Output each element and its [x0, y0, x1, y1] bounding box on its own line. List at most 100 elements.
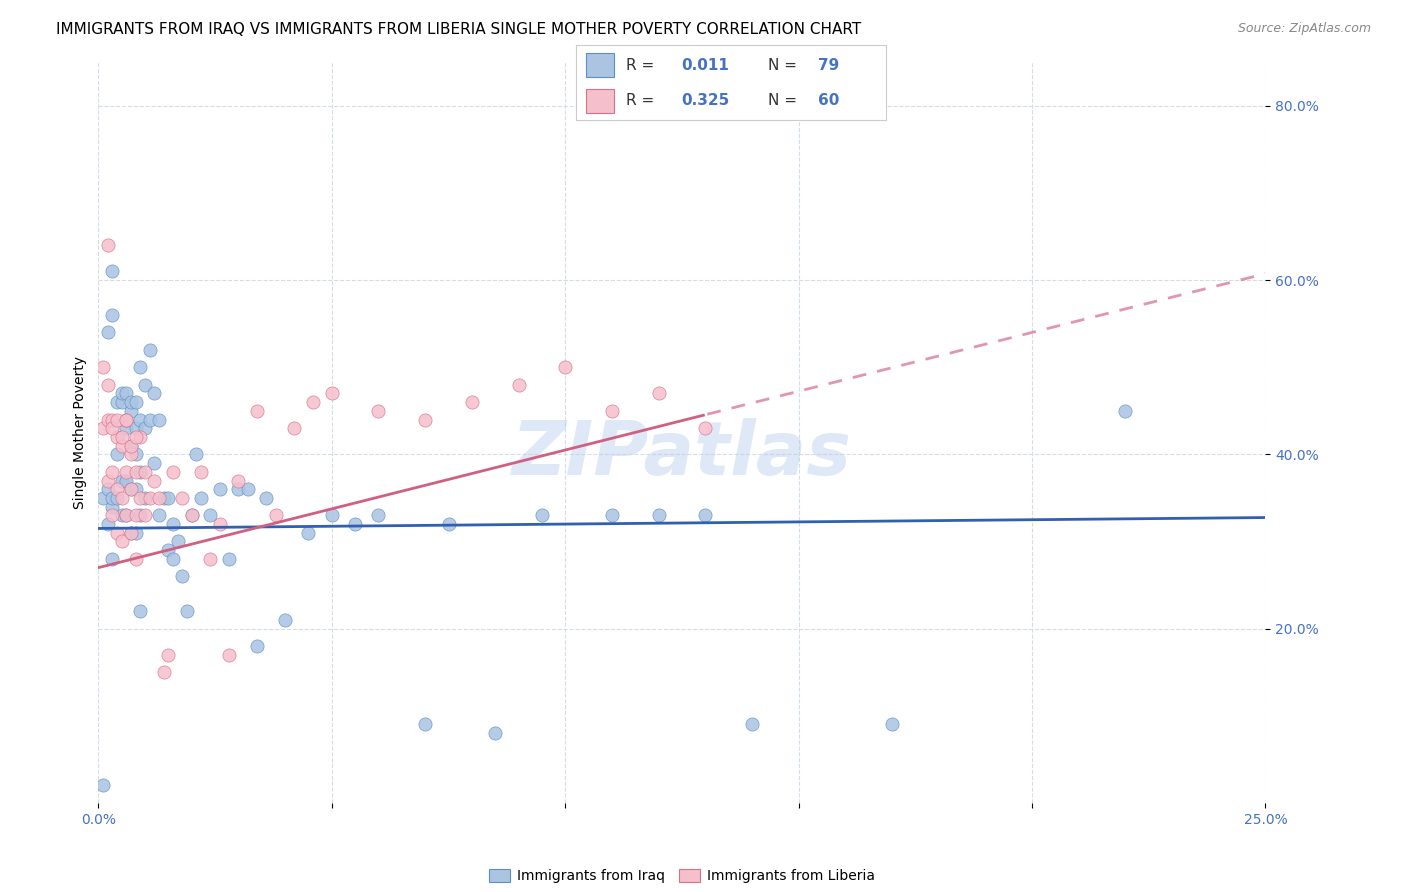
Text: ZIPatlas: ZIPatlas — [512, 418, 852, 491]
Point — [218, 648, 240, 662]
Point — [190, 465, 212, 479]
Point — [162, 517, 184, 532]
Point — [91, 421, 114, 435]
Point — [111, 395, 134, 409]
Point — [125, 447, 148, 461]
Point — [139, 343, 162, 357]
Point — [120, 395, 142, 409]
Point — [143, 386, 166, 401]
Point — [129, 430, 152, 444]
Point — [105, 395, 128, 409]
Point — [139, 412, 162, 426]
Point — [208, 517, 231, 532]
Point — [200, 552, 222, 566]
Point — [125, 395, 148, 409]
Point — [647, 386, 669, 401]
Point — [120, 482, 142, 496]
Point — [129, 604, 152, 618]
Point — [741, 717, 763, 731]
Point — [115, 508, 138, 523]
Point — [134, 508, 156, 523]
Point — [97, 326, 120, 340]
Point — [218, 552, 240, 566]
Point — [321, 386, 343, 401]
Point — [484, 726, 506, 740]
Point — [152, 665, 174, 680]
Point — [120, 525, 142, 540]
Point — [125, 465, 148, 479]
Point — [115, 474, 138, 488]
Point — [91, 778, 114, 792]
Point — [172, 569, 194, 583]
Point — [97, 412, 120, 426]
Point — [101, 500, 124, 514]
Point — [105, 430, 128, 444]
Point — [148, 491, 170, 505]
Point — [129, 360, 152, 375]
Point — [321, 508, 343, 523]
Point — [134, 465, 156, 479]
Point — [105, 412, 128, 426]
Point — [125, 552, 148, 566]
Point — [97, 238, 120, 252]
Point — [120, 404, 142, 418]
Point — [180, 508, 202, 523]
Point — [105, 447, 128, 461]
Point — [115, 412, 138, 426]
Point — [208, 482, 231, 496]
Point — [143, 456, 166, 470]
Point — [139, 491, 162, 505]
Point — [264, 508, 287, 523]
Point — [97, 474, 120, 488]
Point — [101, 465, 124, 479]
Point — [111, 508, 134, 523]
Point — [101, 552, 124, 566]
Point — [413, 412, 436, 426]
Point — [172, 491, 194, 505]
Y-axis label: Single Mother Poverty: Single Mother Poverty — [73, 356, 87, 509]
Legend: Immigrants from Iraq, Immigrants from Liberia: Immigrants from Iraq, Immigrants from Li… — [482, 862, 882, 890]
Text: N =: N = — [768, 58, 797, 72]
Point — [115, 421, 138, 435]
Point — [134, 491, 156, 505]
Point — [101, 508, 124, 523]
Point — [157, 491, 180, 505]
Point — [115, 386, 138, 401]
Point — [302, 395, 325, 409]
Text: R =: R = — [626, 58, 654, 72]
Text: R =: R = — [626, 93, 654, 108]
Point — [600, 508, 623, 523]
Point — [437, 517, 460, 532]
Point — [695, 421, 717, 435]
Point — [125, 430, 148, 444]
Point — [129, 412, 152, 426]
Text: 0.325: 0.325 — [682, 93, 730, 108]
Point — [91, 360, 114, 375]
Point — [148, 508, 170, 523]
Point — [152, 491, 174, 505]
Point — [111, 534, 134, 549]
Point — [97, 517, 120, 532]
Point — [176, 604, 198, 618]
Point — [134, 377, 156, 392]
Point — [200, 508, 222, 523]
Point — [115, 412, 138, 426]
Point — [236, 482, 259, 496]
Point — [115, 465, 138, 479]
Point — [91, 491, 114, 505]
Point — [120, 447, 142, 461]
Point — [367, 508, 389, 523]
Point — [111, 439, 134, 453]
Point — [115, 508, 138, 523]
Point — [228, 482, 250, 496]
Point — [120, 439, 142, 453]
Point — [554, 360, 576, 375]
Point — [101, 491, 124, 505]
FancyBboxPatch shape — [586, 88, 613, 112]
Point — [246, 639, 269, 653]
Point — [129, 508, 152, 523]
Text: 79: 79 — [818, 58, 839, 72]
Point — [101, 412, 124, 426]
Point — [162, 552, 184, 566]
Point — [695, 508, 717, 523]
